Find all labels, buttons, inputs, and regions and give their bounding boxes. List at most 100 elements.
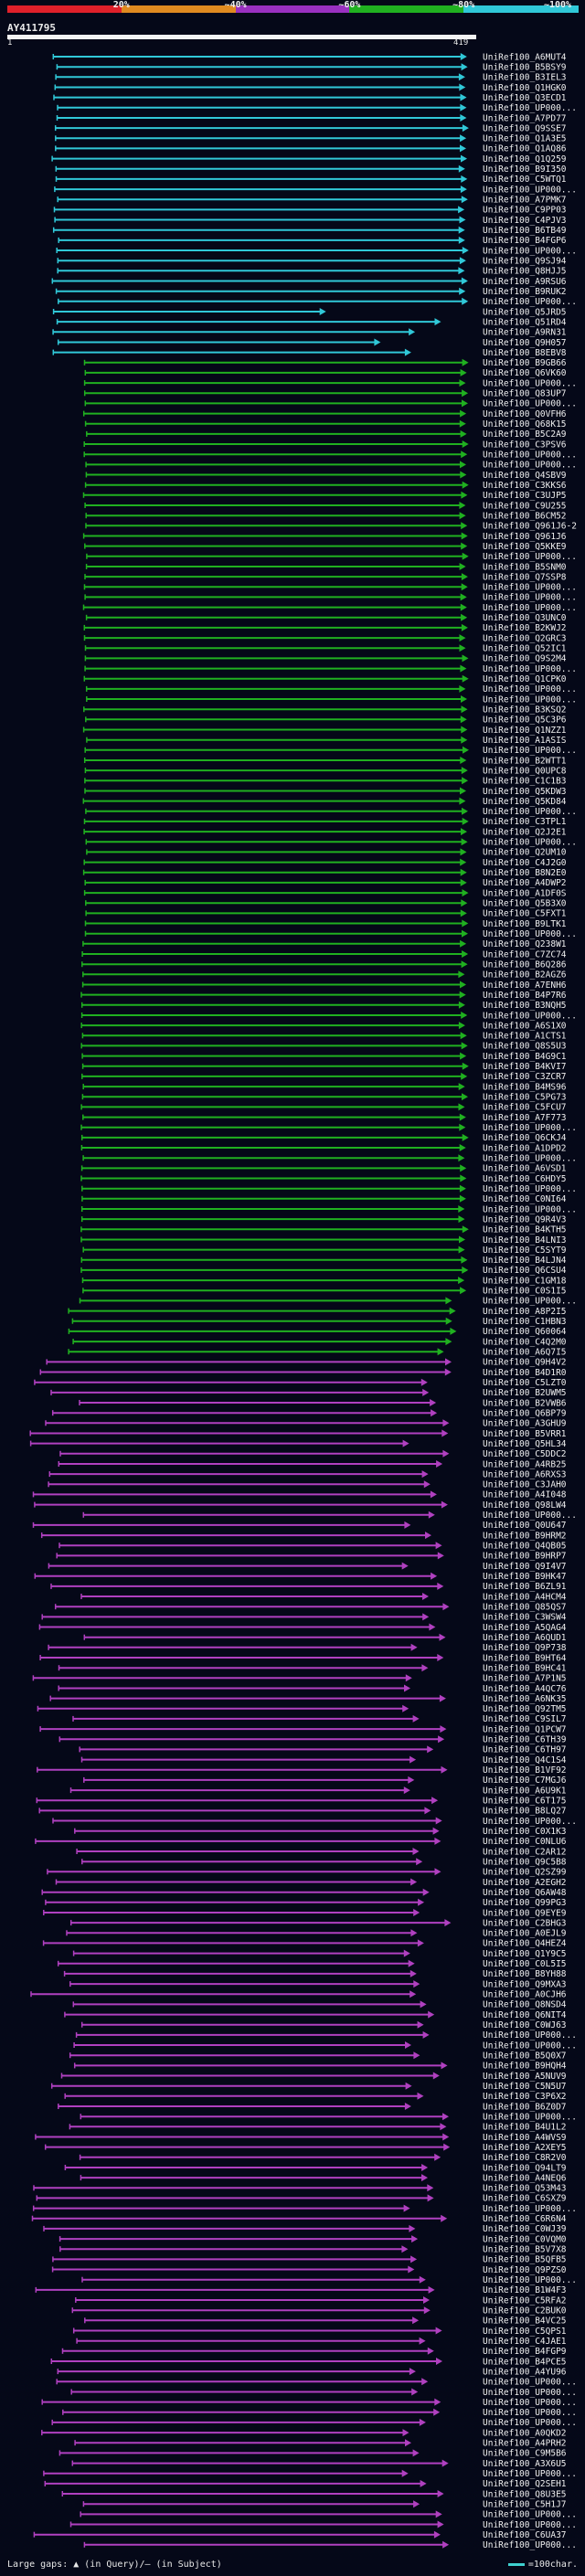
hit-label[interactable]: UniRef100_UP000... [483,451,577,461]
hit-label[interactable]: UniRef100_A3GHU9 [483,1419,567,1429]
hit-label[interactable]: UniRef100_UP000... [483,399,577,409]
hit-label[interactable]: UniRef100_C8R2V0 [483,2153,567,2163]
hit-label[interactable]: UniRef100_Q2GRC3 [483,633,567,643]
hit-label[interactable]: UniRef100_B2WTT1 [483,756,567,766]
hit-label[interactable]: UniRef100_A7F773 [483,1113,567,1123]
hit-label[interactable]: UniRef100_UP000... [483,664,577,674]
hit-label[interactable]: UniRef100_B4FGP9 [483,2347,567,2357]
hit-label[interactable]: UniRef100_Q83UP7 [483,389,567,399]
hit-label[interactable]: UniRef100_Q9C5B8 [483,1858,567,1868]
hit-label[interactable]: UniRef100_B2KWJ2 [483,623,567,633]
hit-label[interactable]: UniRef100_UP000... [483,552,577,562]
hit-label[interactable]: UniRef100_Q5KDW3 [483,787,567,797]
hit-label[interactable]: UniRef100_Q0U647 [483,1521,567,1531]
hit-label[interactable]: UniRef100_Q238W1 [483,939,567,949]
hit-label[interactable]: UniRef100_A0CJH6 [483,1990,567,2000]
hit-label[interactable]: UniRef100_B8N2E0 [483,868,567,878]
hit-label[interactable]: UniRef100_B6TB49 [483,226,567,236]
hit-label[interactable]: UniRef100_Q5C3P6 [483,716,567,726]
hit-label[interactable]: UniRef100_C7MGJ6 [483,1776,567,1786]
hit-label[interactable]: UniRef100_B2UWM5 [483,1388,567,1398]
hit-label[interactable]: UniRef100_B6CM52 [483,512,567,522]
hit-label[interactable]: UniRef100_B9HK47 [483,1572,567,1582]
hit-label[interactable]: UniRef100_A6NK35 [483,1694,567,1704]
hit-label[interactable]: UniRef100_C7ZC74 [483,949,567,959]
hit-label[interactable]: UniRef100_Q60064 [483,1327,567,1337]
hit-label[interactable]: UniRef100_Q6BP79 [483,1409,567,1419]
hit-label[interactable]: UniRef100_C0WJ63 [483,2020,567,2030]
hit-label[interactable]: UniRef100_Q9P738 [483,1643,567,1653]
hit-label[interactable]: UniRef100_Q2UM10 [483,848,567,858]
hit-label[interactable]: UniRef100_UP000... [483,2540,577,2550]
hit-label[interactable]: UniRef100_C6TH97 [483,1745,567,1755]
hit-label[interactable]: UniRef100_B6ZL91 [483,1582,567,1592]
hit-label[interactable]: UniRef100_Q9R4V3 [483,1214,567,1224]
hit-label[interactable]: UniRef100_Q53M43 [483,2184,567,2194]
hit-label[interactable]: UniRef100_Q9H4V2 [483,1358,567,1368]
hit-label[interactable]: UniRef100_C1GM18 [483,1276,567,1286]
hit-label[interactable]: UniRef100_UP000... [483,746,577,756]
hit-label[interactable]: UniRef100_A6U9K1 [483,1786,567,1796]
hit-label[interactable]: UniRef100_UP000... [483,1817,577,1827]
hit-label[interactable]: UniRef100_C6HDY5 [483,1174,567,1184]
hit-label[interactable]: UniRef100_Q1Y9C5 [483,1949,567,1959]
hit-label[interactable]: UniRef100_Q9SSE7 [483,123,567,133]
hit-label[interactable]: UniRef100_A0QKD2 [483,2428,567,2438]
hit-label[interactable]: UniRef100_UP000... [483,929,577,939]
hit-label[interactable]: UniRef100_B5BSY9 [483,63,567,73]
hit-label[interactable]: UniRef100_C5FCU7 [483,1103,567,1113]
hit-label[interactable]: UniRef100_A1ASIS [483,736,567,746]
hit-label[interactable]: UniRef100_UP000... [483,185,577,195]
hit-label[interactable]: UniRef100_Q1AQ86 [483,144,567,154]
hit-label[interactable]: UniRef100_UP000... [483,378,577,388]
hit-label[interactable]: UniRef100_UP000... [483,1123,577,1133]
hit-label[interactable]: UniRef100_Q94LT9 [483,2163,567,2173]
hit-label[interactable]: UniRef100_Q2SEH1 [483,2479,567,2489]
hit-label[interactable]: UniRef100_Q9H057 [483,338,567,348]
hit-label[interactable]: UniRef100_B9HT64 [483,1653,567,1663]
hit-label[interactable]: UniRef100_Q51RD4 [483,317,567,327]
hit-label[interactable]: UniRef100_UP000... [483,2418,577,2428]
hit-label[interactable]: UniRef100_A4PRH2 [483,2439,567,2449]
hit-label[interactable]: UniRef100_B1VF92 [483,1765,567,1776]
hit-label[interactable]: UniRef100_Q961J6-2 [483,522,577,532]
hit-label[interactable]: UniRef100_B5C2A9 [483,429,567,440]
hit-label[interactable]: UniRef100_B5Q0X7 [483,2051,567,2062]
hit-label[interactable]: UniRef100_UP000... [483,2113,577,2123]
hit-label[interactable]: UniRef100_Q1Q259 [483,154,567,164]
hit-label[interactable]: UniRef100_B9HQH4 [483,2062,567,2072]
hit-label[interactable]: UniRef100_B2AGZ6 [483,970,567,981]
hit-label[interactable]: UniRef100_C1C1B3 [483,777,567,787]
hit-label[interactable]: UniRef100_A7P1N5 [483,1674,567,1684]
hit-label[interactable]: UniRef100_UP000... [483,1154,577,1164]
hit-label[interactable]: UniRef100_A3X6U5 [483,2459,567,2469]
hit-label[interactable]: UniRef100_Q8U3E5 [483,2489,567,2499]
hit-label[interactable]: UniRef100_Q52IC1 [483,644,567,654]
hit-label[interactable]: UniRef100_A0EJL9 [483,1929,567,1939]
hit-label[interactable]: UniRef100_UP000... [483,2469,577,2479]
hit-label[interactable]: UniRef100_C9U255 [483,501,567,511]
hit-label[interactable]: UniRef100_C3TPL1 [483,817,567,827]
hit-label[interactable]: UniRef100_Q5JRD5 [483,307,567,317]
hit-label[interactable]: UniRef100_Q99PG3 [483,1898,567,1908]
hit-label[interactable]: UniRef100_Q9I4V7 [483,1562,567,1572]
hit-label[interactable]: UniRef100_UP000... [483,2041,577,2051]
hit-label[interactable]: UniRef100_B4P7R6 [483,991,567,1001]
hit-label[interactable]: UniRef100_C9M5B6 [483,2449,567,2459]
hit-label[interactable]: UniRef100_UP000... [483,2398,577,2408]
hit-label[interactable]: UniRef100_C3KKS6 [483,481,567,491]
hit-label[interactable]: UniRef100_A5NUV9 [483,2072,567,2082]
hit-label[interactable]: UniRef100_C4PJV3 [483,216,567,226]
hit-label[interactable]: UniRef100_Q7SSP8 [483,572,567,582]
hit-label[interactable]: UniRef100_Q8HJJ5 [483,267,567,277]
hit-label[interactable]: UniRef100_UP000... [483,2510,577,2520]
hit-label[interactable]: UniRef100_C0WJ39 [483,2224,567,2234]
hit-label[interactable]: UniRef100_A6VSD1 [483,1164,567,1174]
hit-label[interactable]: UniRef100_UP000... [483,684,577,694]
hit-label[interactable]: UniRef100_C3JAH0 [483,1480,567,1490]
hit-label[interactable]: UniRef100_UP000... [483,2378,577,2388]
hit-label[interactable]: UniRef100_B1W4F3 [483,2285,567,2295]
hit-label[interactable]: UniRef100_C5QPS1 [483,2327,567,2337]
hit-label[interactable]: UniRef100_UP000... [483,2408,577,2418]
hit-label[interactable]: UniRef100_UP000... [483,2204,577,2214]
